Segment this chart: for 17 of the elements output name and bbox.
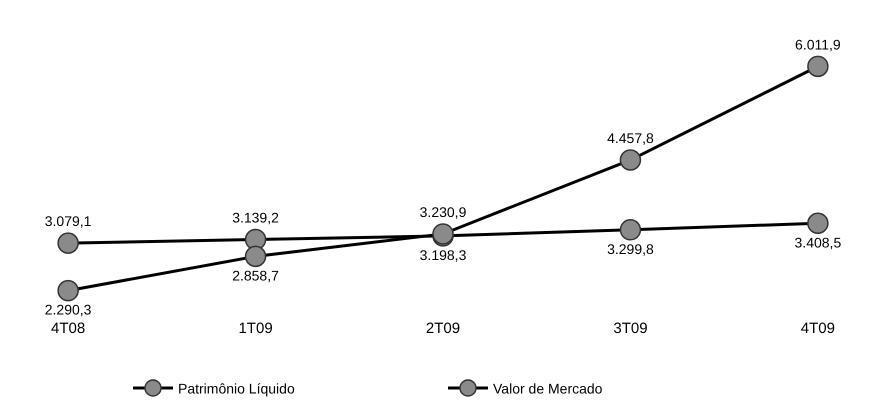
- x-tick-label: 3T09: [613, 320, 648, 337]
- data-label: 3.299,8: [607, 240, 654, 257]
- data-label: 3.139,2: [232, 209, 280, 226]
- data-label: 3.230,9: [420, 204, 467, 220]
- data-label: 3.198,3: [420, 246, 467, 263]
- legend-label: Valor de Mercado: [493, 380, 603, 396]
- data-label: 2.290,3: [44, 302, 92, 318]
- data-label: 4.457,8: [607, 130, 654, 146]
- x-tick-label: 1T09: [238, 320, 273, 337]
- data-label: 3.408,5: [794, 234, 842, 250]
- x-tick-label: 4T09: [800, 320, 835, 337]
- data-label: 2.858,7: [232, 267, 280, 284]
- x-tick-label: 4T08: [51, 320, 86, 337]
- data-label: 6.011,9: [795, 36, 841, 52]
- data-label: 3.079,1: [44, 213, 92, 230]
- legend-label: Patrimônio Líquido: [178, 380, 295, 396]
- x-tick-label: 2T09: [426, 320, 460, 337]
